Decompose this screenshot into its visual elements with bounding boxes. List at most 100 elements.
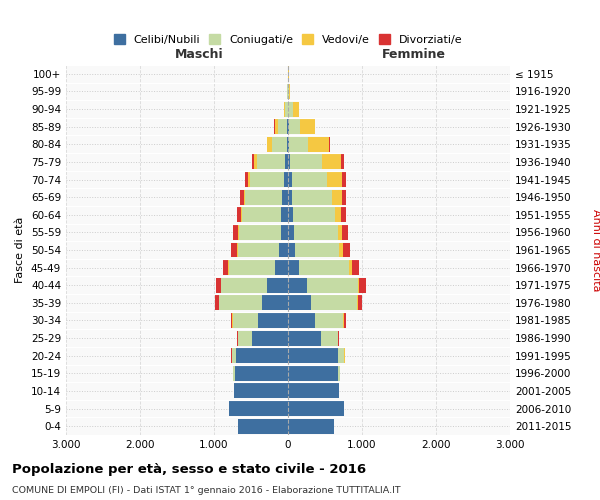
Bar (232, 313, 259, 328)
Bar (339, 242, 343, 258)
Bar (329, 137, 330, 152)
Bar (292, 190, 332, 204)
Bar (352, 260, 359, 275)
Bar (278, 119, 287, 134)
Bar (342, 225, 348, 240)
Bar (338, 330, 339, 345)
Bar (314, 313, 343, 328)
Bar (235, 366, 288, 381)
Bar (342, 172, 346, 187)
Bar (288, 401, 344, 416)
Bar (288, 137, 289, 152)
Bar (281, 225, 288, 240)
Bar (288, 208, 293, 222)
Bar (284, 172, 288, 187)
Bar (288, 313, 314, 328)
Bar (267, 278, 288, 292)
Bar (293, 208, 335, 222)
Bar (262, 296, 288, 310)
Bar (320, 330, 338, 345)
Bar (232, 348, 236, 363)
Bar (288, 154, 290, 170)
Bar (293, 102, 299, 116)
Bar (335, 208, 341, 222)
Bar (238, 225, 239, 240)
Bar (288, 84, 289, 99)
Bar (288, 330, 320, 345)
Bar (308, 137, 329, 152)
Bar (279, 242, 288, 258)
Bar (307, 278, 358, 292)
Bar (299, 260, 349, 275)
Bar (311, 296, 357, 310)
Bar (288, 242, 295, 258)
Bar (295, 242, 339, 258)
Bar (357, 296, 358, 310)
Y-axis label: Fasce di età: Fasce di età (16, 217, 25, 283)
Y-axis label: Anni di nascita: Anni di nascita (591, 209, 600, 291)
Bar (275, 260, 288, 275)
Bar (259, 313, 288, 328)
Bar (233, 225, 238, 240)
Bar (245, 190, 282, 204)
Bar (239, 225, 281, 240)
Bar (289, 102, 293, 116)
Bar (288, 296, 311, 310)
Bar (288, 260, 299, 275)
Bar (338, 225, 342, 240)
Bar (257, 154, 285, 170)
Bar (343, 313, 346, 328)
Bar (292, 172, 327, 187)
Bar (240, 190, 244, 204)
Bar (267, 137, 272, 152)
Bar (341, 154, 344, 170)
Bar (282, 190, 288, 204)
Bar (231, 242, 237, 258)
Bar (287, 119, 288, 134)
Bar (238, 242, 279, 258)
Bar (272, 137, 287, 152)
Bar (231, 313, 232, 328)
Bar (314, 119, 316, 134)
Bar (288, 225, 294, 240)
Text: Femmine: Femmine (382, 48, 446, 62)
Text: Maschi: Maschi (175, 48, 224, 62)
Bar (254, 154, 257, 170)
Bar (289, 84, 290, 99)
Bar (288, 278, 307, 292)
Text: COMUNE DI EMPOLI (FI) - Dati ISTAT 1° gennaio 2016 - Elaborazione TUTTITALIA.IT: COMUNE DI EMPOLI (FI) - Dati ISTAT 1° ge… (12, 486, 401, 495)
Bar (219, 296, 262, 310)
Bar (327, 172, 342, 187)
Bar (349, 260, 352, 275)
Bar (288, 418, 334, 434)
Bar (216, 278, 221, 292)
Bar (241, 208, 242, 222)
Bar (285, 154, 288, 170)
Bar (242, 208, 281, 222)
Bar (294, 225, 338, 240)
Bar (221, 278, 267, 292)
Legend: Celibi/Nubili, Coniugati/e, Vedovi/e, Divorziati/e: Celibi/Nubili, Coniugati/e, Vedovi/e, Di… (109, 30, 467, 50)
Bar (250, 172, 284, 187)
Bar (322, 154, 341, 170)
Bar (244, 190, 245, 204)
Bar (238, 330, 253, 345)
Bar (300, 119, 314, 134)
Bar (358, 278, 359, 292)
Bar (237, 330, 238, 345)
Bar (286, 102, 287, 116)
Bar (288, 172, 292, 187)
Bar (338, 348, 344, 363)
Bar (245, 172, 248, 187)
Bar (287, 137, 288, 152)
Bar (288, 119, 289, 134)
Bar (229, 260, 275, 275)
Bar (281, 208, 288, 222)
Bar (233, 366, 235, 381)
Bar (332, 190, 342, 204)
Bar (288, 348, 338, 363)
Bar (253, 330, 288, 345)
Bar (358, 296, 362, 310)
Bar (288, 366, 338, 381)
Bar (275, 119, 278, 134)
